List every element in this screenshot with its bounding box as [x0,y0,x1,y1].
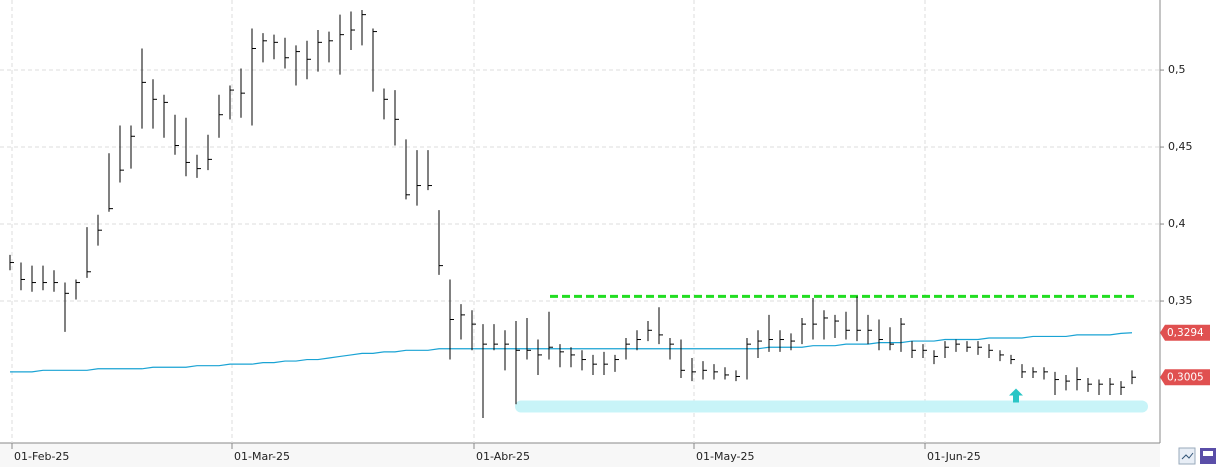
price-tag [1160,324,1210,341]
price-tag-label: 0,3005 [1167,371,1204,383]
y-tick-label: 0,35 [1168,294,1193,307]
y-tick-label: 0,45 [1168,140,1193,153]
x-tick-label: 01-Abr-25 [476,450,530,463]
zoom-icon [1181,452,1194,460]
support-band [515,400,1148,413]
save-icon [1203,451,1213,456]
toolbar [1178,447,1216,465]
x-tick-label: 01-Mar-25 [234,450,290,463]
y-tick-label: 0,5 [1168,63,1186,76]
x-tick-label: 01-Feb-25 [14,450,69,463]
x-tick-label: 01-Jun-25 [927,450,981,463]
x-axis-band [0,443,1160,467]
y-tick-label: 0,4 [1168,217,1186,230]
support-arrow [1009,388,1023,403]
x-tick-label: 01-May-25 [696,450,754,463]
price-tag [1160,369,1210,386]
price-tag-label: 0,3294 [1167,327,1204,339]
